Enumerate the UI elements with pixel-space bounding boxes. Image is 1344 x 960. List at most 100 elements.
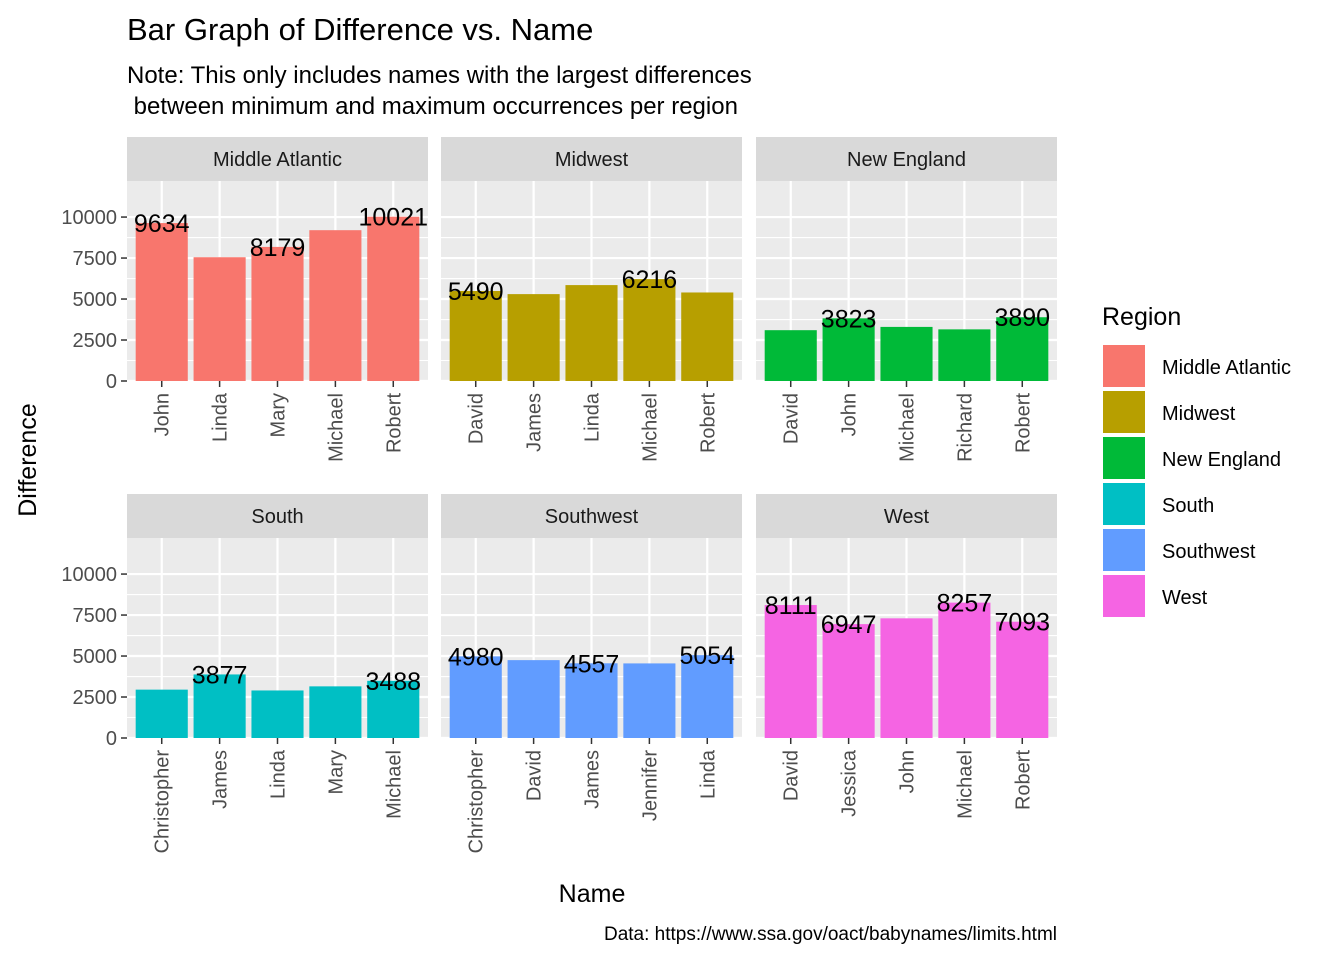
facet-strip bbox=[756, 137, 1057, 181]
data-label: 5054 bbox=[679, 642, 735, 670]
y-tick-label: 2500 bbox=[73, 330, 118, 352]
legend-label: Midwest bbox=[1162, 403, 1236, 425]
x-tick-label: Michael bbox=[383, 750, 405, 819]
legend-label: New England bbox=[1162, 449, 1281, 471]
y-tick-label: 10000 bbox=[61, 564, 117, 586]
chart-subtitle-line-1: Note: This only includes names with the … bbox=[127, 62, 752, 89]
data-label: 5490 bbox=[448, 278, 504, 306]
x-tick-label: Christopher bbox=[152, 750, 174, 854]
facet-panel-0: Middle Atlantic 9634 8179 10021 John Linda Mar… bbox=[61, 137, 428, 462]
bar-michael bbox=[880, 326, 933, 381]
facet-strip bbox=[441, 137, 742, 181]
facet-panel-1: Midwest 5490 6216 David James Linda Michael Rob… bbox=[441, 137, 742, 462]
x-tick-label: John bbox=[839, 393, 861, 436]
data-label: 6947 bbox=[821, 611, 877, 639]
bar-christopher bbox=[449, 656, 502, 738]
data-label: 8257 bbox=[937, 590, 993, 618]
x-tick-label: Richard bbox=[954, 393, 976, 462]
x-tick-label: Robert bbox=[697, 393, 719, 453]
x-tick-label: David bbox=[781, 393, 803, 444]
x-tick-label: James bbox=[210, 750, 232, 809]
y-tick-label: 0 bbox=[106, 371, 117, 393]
data-label: 3823 bbox=[821, 305, 877, 333]
x-tick-label: Jennifer bbox=[639, 750, 661, 821]
bar-robert bbox=[996, 317, 1049, 381]
legend-swatch bbox=[1101, 435, 1147, 481]
x-tick-label: Michael bbox=[954, 750, 976, 819]
bar-james bbox=[193, 674, 246, 738]
legend-label: South bbox=[1162, 495, 1214, 517]
facet-panel-4: Southwest 4980 4557 5054 Christopher David Jam… bbox=[441, 494, 742, 853]
facet-strip bbox=[127, 494, 428, 538]
data-label: 8179 bbox=[250, 234, 306, 262]
facet-panel-2: New England 3823 3890 David John Michael Richa… bbox=[756, 137, 1057, 462]
bar-richard bbox=[938, 329, 991, 381]
x-tick-label: James bbox=[524, 393, 546, 452]
bar-jennifer bbox=[623, 663, 676, 738]
facet-panels: Middle Atlantic 9634 8179 10021 John Linda Mar… bbox=[61, 137, 1057, 853]
data-label: 3890 bbox=[994, 304, 1050, 332]
bar-jessica bbox=[822, 624, 875, 738]
y-axis-title: Difference bbox=[14, 403, 42, 517]
data-label: 3877 bbox=[192, 661, 248, 689]
bar-john bbox=[880, 618, 933, 738]
x-tick-label: Robert bbox=[1012, 750, 1034, 810]
data-label: 4557 bbox=[564, 650, 620, 678]
bar-david bbox=[507, 660, 560, 738]
facet-panel-3: South 3877 3488 Christopher James Linda Mary Mi… bbox=[61, 494, 428, 853]
x-tick-label: Mary bbox=[268, 393, 290, 437]
y-tick-label: 7500 bbox=[73, 605, 118, 627]
x-tick-label: Christopher bbox=[466, 750, 488, 854]
data-label: 8111 bbox=[765, 592, 817, 620]
x-tick-label: Michael bbox=[325, 393, 347, 462]
y-tick-label: 5000 bbox=[73, 646, 118, 668]
legend-label: Middle Atlantic bbox=[1162, 357, 1291, 379]
legend: Region Middle Atlantic Midwest New England… bbox=[1101, 303, 1291, 619]
legend-label: Southwest bbox=[1162, 541, 1256, 563]
x-tick-label: Michael bbox=[639, 393, 661, 462]
facet-strip-label: South bbox=[251, 506, 303, 528]
legend-swatch bbox=[1101, 481, 1147, 527]
x-tick-label: Linda bbox=[210, 392, 232, 442]
data-label: 9634 bbox=[134, 210, 190, 238]
data-label: 7093 bbox=[994, 609, 1050, 637]
facet-strip-label: Southwest bbox=[545, 506, 639, 528]
facet-strip-label: Midwest bbox=[555, 149, 629, 171]
legend-swatch bbox=[1101, 573, 1147, 619]
legend-swatch bbox=[1101, 527, 1147, 573]
facet-strip-label: Middle Atlantic bbox=[213, 149, 342, 171]
y-tick-label: 0 bbox=[106, 728, 117, 750]
bar-linda bbox=[681, 655, 734, 738]
x-tick-label: Linda bbox=[268, 749, 290, 799]
bar-robert bbox=[996, 621, 1049, 738]
y-tick-label: 5000 bbox=[73, 289, 118, 311]
bar-linda bbox=[193, 257, 246, 381]
legend-swatch bbox=[1101, 343, 1147, 389]
x-tick-label: David bbox=[781, 750, 803, 801]
facet-strip bbox=[756, 494, 1057, 538]
x-tick-label: David bbox=[466, 393, 488, 444]
bar-robert bbox=[367, 216, 420, 381]
x-tick-label: Robert bbox=[383, 393, 405, 453]
x-tick-label: Robert bbox=[1012, 393, 1034, 453]
y-tick-label: 2500 bbox=[73, 687, 118, 709]
x-axis-title: Name bbox=[559, 880, 626, 908]
data-label: 6216 bbox=[622, 266, 678, 294]
bar-michael bbox=[938, 602, 991, 738]
x-tick-label: Michael bbox=[897, 393, 919, 462]
bar-mary bbox=[309, 686, 362, 738]
x-tick-label: Jessica bbox=[839, 749, 861, 817]
legend-label: West bbox=[1162, 587, 1208, 609]
facet-strip-label: New England bbox=[847, 149, 966, 171]
bar-robert bbox=[681, 292, 734, 381]
bar-david bbox=[764, 605, 817, 738]
bar-linda bbox=[251, 690, 304, 738]
x-tick-label: John bbox=[152, 393, 174, 436]
bar-john bbox=[822, 318, 875, 381]
bar-james bbox=[565, 663, 618, 738]
bar-christopher bbox=[135, 689, 188, 738]
x-tick-label: Linda bbox=[697, 749, 719, 799]
bar-michael bbox=[367, 680, 420, 738]
bar-david bbox=[764, 330, 817, 381]
bar-john bbox=[135, 223, 188, 381]
